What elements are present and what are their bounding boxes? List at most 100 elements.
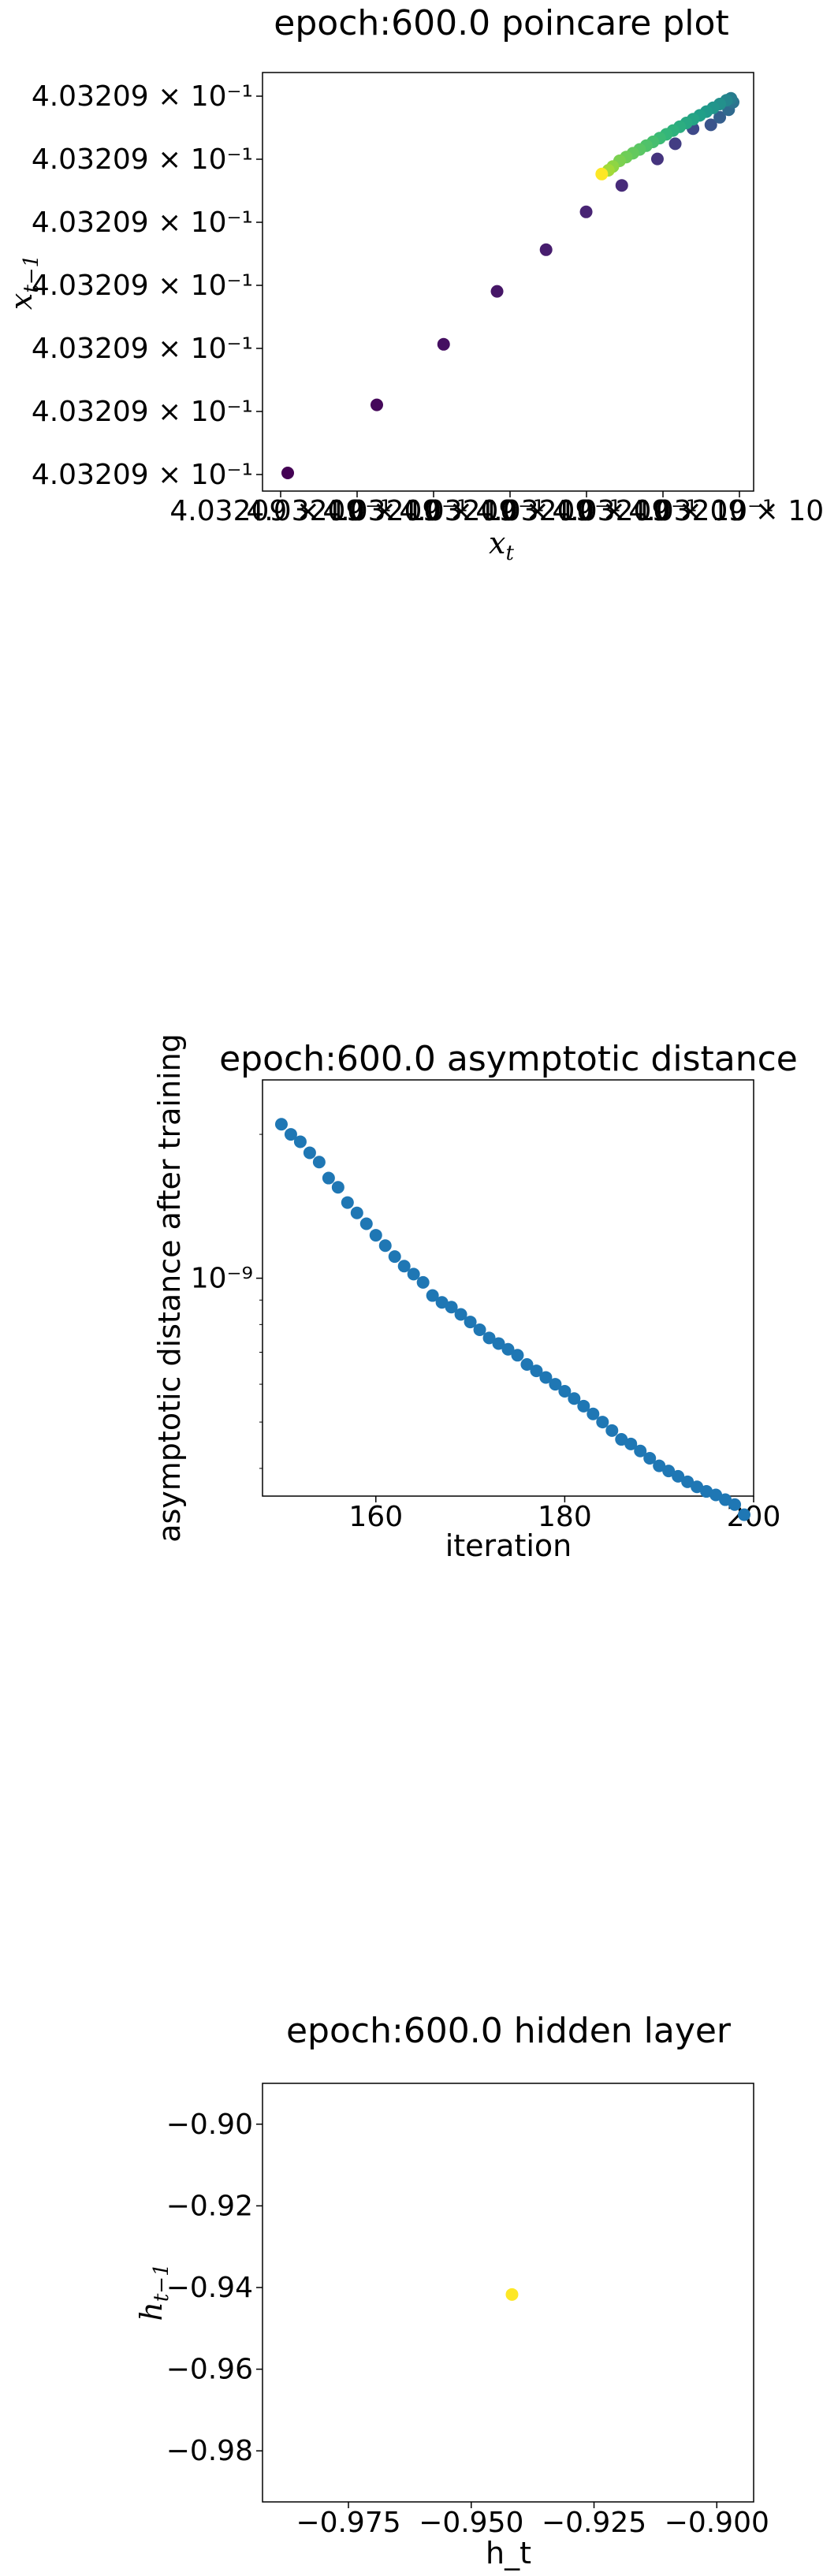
data-point: [350, 1206, 363, 1219]
y-tick-label: 4.03209 × 10⁻¹: [32, 396, 253, 428]
data-point: [435, 1296, 449, 1309]
x-tick-label: −0.925: [542, 2507, 646, 2539]
data-point: [691, 1480, 704, 1494]
poincare-plot-area: [262, 72, 754, 492]
data-point: [539, 1371, 553, 1384]
data-point: [579, 205, 593, 218]
asymptotic-title: epoch:600.0 asymptotic distance: [219, 1039, 798, 1079]
data-point: [568, 1392, 581, 1405]
y-tick-label: 4.03209 × 10⁻¹: [32, 143, 253, 176]
data-point: [378, 1239, 392, 1253]
y-tick-label: −0.94: [166, 2272, 253, 2304]
data-point: [738, 1508, 751, 1521]
hidden-layer-x-label: h_t: [486, 2536, 531, 2570]
data-point: [704, 118, 717, 132]
data-point: [445, 1301, 458, 1314]
poincare-y-ticks: 4.03209 × 10⁻¹ 4.03209 × 10⁻¹ 4.03209 × 10…: [32, 80, 263, 491]
data-point: [520, 1357, 534, 1371]
x-tick-label: 4.03209 × 10⁻¹: [246, 495, 467, 527]
y-tick-label: 4.03209 × 10⁻¹: [32, 270, 253, 302]
y-tick-label: −0.92: [166, 2190, 253, 2222]
data-point: [643, 1451, 657, 1465]
data-point: [719, 1493, 732, 1506]
y-tick-label: 4.03209 × 10⁻¹: [32, 333, 253, 365]
data-point: [341, 1196, 354, 1209]
data-point: [426, 1289, 439, 1302]
data-point: [454, 1308, 467, 1321]
data-point: [539, 243, 553, 256]
hidden-layer-plot-area: [262, 2083, 754, 2503]
data-point: [437, 337, 450, 351]
data-point: [511, 1349, 524, 1362]
data-point: [388, 1250, 401, 1264]
data-point: [407, 1268, 420, 1281]
data-point: [371, 398, 383, 411]
x-tick-label: 180: [538, 1501, 592, 1533]
data-point: [709, 1488, 723, 1502]
asymptotic-y-label: asymptotic distance after training: [152, 1033, 187, 1543]
data-point: [274, 1118, 288, 1131]
asymptotic-points: [274, 1118, 751, 1521]
data-point: [605, 1424, 619, 1437]
asymptotic-y-ticks: 10⁻⁹: [191, 1134, 263, 1469]
poincare-y-label-sub: t−1: [20, 255, 43, 293]
data-point: [473, 1323, 486, 1337]
data-point: [558, 1385, 572, 1398]
data-point: [397, 1260, 411, 1273]
data-point: [281, 467, 294, 479]
y-tick-label: −0.98: [166, 2435, 253, 2467]
poincare-x-label: xt: [489, 526, 514, 565]
data-point: [284, 1128, 297, 1141]
y-tick-label: −0.90: [166, 2109, 253, 2141]
hidden-layer-y-label-sub: t−1: [150, 2263, 173, 2302]
data-point: [492, 1337, 505, 1350]
data-point: [595, 167, 609, 181]
data-point: [634, 1444, 647, 1457]
x-tick-label: 4.03209 × 10⁻¹: [322, 495, 544, 527]
data-point: [369, 1229, 382, 1242]
poincare-y-label: xt−1: [4, 255, 43, 310]
hidden-layer-y-ticks: −0.98 −0.96 −0.94 −0.92 −0.90: [166, 2109, 263, 2467]
data-point: [464, 1316, 477, 1329]
asymptotic-x-label: iteration: [445, 1528, 572, 1563]
x-tick-label: −0.900: [665, 2507, 769, 2539]
y-tick-label: 4.03209 × 10⁻¹: [32, 80, 253, 113]
data-point: [615, 179, 628, 192]
x-tick-label: 4.03209 × 10⁻¹: [552, 495, 773, 527]
x-tick-label: −0.975: [296, 2507, 400, 2539]
data-point: [549, 1378, 562, 1391]
y-tick-label: 4.03209 × 10⁻¹: [32, 207, 253, 239]
poincare-title: epoch:600.0 poincare plot: [274, 3, 728, 43]
data-point: [331, 1181, 344, 1194]
data-point: [359, 1217, 373, 1230]
data-point: [303, 1146, 316, 1160]
data-point: [530, 1364, 543, 1378]
data-point: [713, 110, 727, 124]
data-point: [668, 137, 682, 151]
data-point: [577, 1399, 590, 1413]
data-point: [653, 1459, 666, 1472]
data-point: [662, 1465, 676, 1478]
data-point: [416, 1275, 430, 1289]
data-point: [596, 1416, 609, 1429]
x-tick-label: 4.03209 × 10⁻¹: [399, 495, 620, 527]
x-tick-label: 4.03209 × 10⁻¹: [475, 495, 697, 527]
data-point: [650, 152, 664, 166]
y-tick-label: −0.96: [166, 2354, 253, 2386]
x-tick-label: 4.03209 × 10⁻¹: [169, 495, 391, 527]
data-point: [312, 1156, 326, 1169]
asymptotic-chart: epoch:600.0 asymptotic distance 10⁻⁹ 160…: [152, 1033, 798, 1563]
data-point: [728, 1498, 742, 1511]
data-point: [322, 1171, 335, 1185]
x-tick-label: 160: [348, 1501, 403, 1533]
poincare-x-label-sub: t: [505, 542, 514, 565]
data-point: [672, 1469, 685, 1483]
data-point: [587, 1407, 600, 1420]
data-point: [681, 1475, 695, 1488]
data-point: [615, 1433, 628, 1446]
asymptotic-plot-area: [262, 1079, 754, 1497]
poincare-chart: epoch:600.0 poincare plot 4.03209 × 10⁻¹…: [4, 3, 823, 565]
data-point: [490, 285, 504, 298]
y-tick-label: 4.03209 × 10⁻¹: [32, 459, 253, 491]
